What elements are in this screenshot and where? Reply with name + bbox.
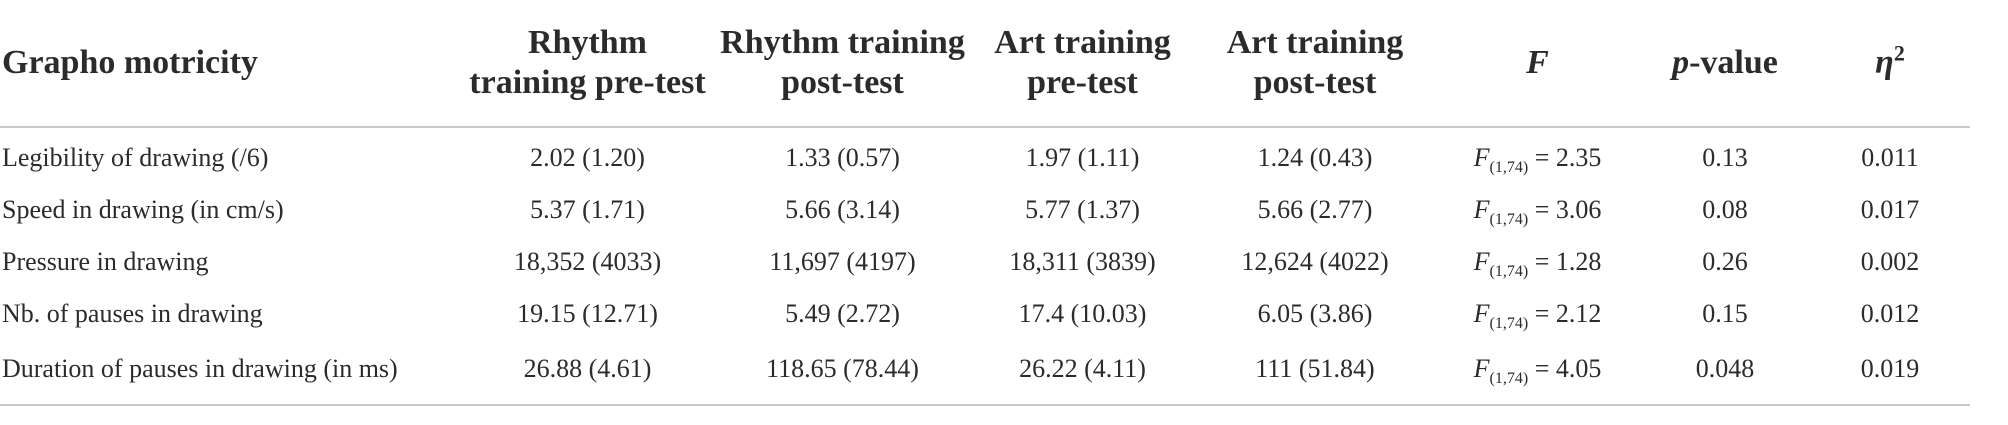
header-p-letter: p xyxy=(1672,44,1690,81)
grapho-motricity-table: Grapho motricity Rhythm training pre-tes… xyxy=(0,0,1970,406)
table-row: Nb. of pauses in drawing 19.15 (12.71) 5… xyxy=(0,288,1970,340)
f-letter: F xyxy=(1473,143,1490,172)
table-row: Legibility of drawing (/6) 2.02 (1.20) 1… xyxy=(0,127,1970,184)
header-label-line1: Rhythm training xyxy=(720,24,965,61)
cell-f-statistic: F(1,74) = 2.12 xyxy=(1435,288,1640,340)
f-degrees-of-freedom: (1,74) xyxy=(1489,263,1529,281)
cell-rhythm-post: 5.49 (2.72) xyxy=(785,299,900,328)
cell-rhythm-pre: 26.88 (4.61) xyxy=(460,340,715,406)
row-label: Nb. of pauses in drawing xyxy=(2,299,263,328)
table-row: Speed in drawing (in cm/s) 5.37 (1.71) 5… xyxy=(0,184,1970,236)
header-label-line2: post-test xyxy=(781,64,904,101)
cell-rhythm-post: 11,697 (4197) xyxy=(769,247,916,276)
cell-rhythm-pre: 18,352 (4033) xyxy=(513,247,662,276)
cell-p-value: 0.08 xyxy=(1702,195,1748,224)
cell-eta-squared: 0.019 xyxy=(1810,340,1970,406)
cell-rhythm-pre: 5.37 (1.71) xyxy=(530,195,645,224)
row-label: Speed in drawing (in cm/s) xyxy=(2,195,284,224)
header-art-post: Art training post-test xyxy=(1195,0,1435,128)
cell-rhythm-pre: 19.15 (12.71) xyxy=(517,299,658,328)
cell-p-value: 0.13 xyxy=(1702,143,1748,172)
cell-art-pre: 1.97 (1.11) xyxy=(1025,143,1140,172)
cell-rhythm-pre: 2.02 (1.20) xyxy=(530,143,645,172)
header-p-suffix: -value xyxy=(1689,44,1778,81)
header-label-line1: Art training xyxy=(1226,24,1404,61)
f-degrees-of-freedom: (1,74) xyxy=(1489,370,1529,388)
cell-p-value: 0.15 xyxy=(1702,299,1748,328)
cell-rhythm-post: 1.33 (0.57) xyxy=(785,143,900,172)
header-f-letter: F xyxy=(1526,44,1549,81)
cell-art-post: 5.66 (2.77) xyxy=(1257,195,1373,224)
cell-p-value: 0.048 xyxy=(1640,340,1810,406)
cell-art-post: 1.24 (0.43) xyxy=(1257,143,1373,172)
header-art-pre: Art training pre-test xyxy=(970,0,1195,128)
header-label-line2: post-test xyxy=(1253,64,1377,101)
header-eta-exponent: 2 xyxy=(1893,40,1905,66)
f-degrees-of-freedom: (1,74) xyxy=(1489,159,1529,177)
header-label-line2: training pre-test xyxy=(469,64,706,101)
cell-art-pre: 17.4 (10.03) xyxy=(1018,299,1147,328)
header-label-line1: Art training xyxy=(994,24,1171,61)
row-label: Duration of pauses in drawing (in ms) xyxy=(0,340,460,406)
f-letter: F xyxy=(1473,195,1490,224)
cell-rhythm-post: 118.65 (78.44) xyxy=(715,340,970,406)
f-letter: F xyxy=(1473,354,1490,383)
cell-f-statistic: F(1,74) = 4.05 xyxy=(1435,340,1640,406)
f-degrees-of-freedom: (1,74) xyxy=(1489,211,1529,229)
cell-p-value: 0.26 xyxy=(1702,247,1748,276)
header-rhythm-pre: Rhythm training pre-test xyxy=(460,0,715,128)
cell-art-post: 111 (51.84) xyxy=(1195,340,1435,406)
table-row: Duration of pauses in drawing (in ms) 26… xyxy=(0,340,1970,406)
row-label: Legibility of drawing (/6) xyxy=(2,143,269,172)
header-row: Grapho motricity Rhythm training pre-tes… xyxy=(0,0,1970,128)
header-label-line2: pre-test xyxy=(1027,64,1138,101)
cell-f-statistic: F(1,74) = 2.35 xyxy=(1435,127,1640,184)
header-grapho-motricity: Grapho motricity xyxy=(0,0,460,128)
header-rhythm-post: Rhythm training post-test xyxy=(715,0,970,128)
cell-art-post: 12,624 (4022) xyxy=(1241,247,1389,276)
header-label-line1: Rhythm xyxy=(527,24,648,61)
header-f: F xyxy=(1435,0,1640,128)
cell-art-post: 6.05 (3.86) xyxy=(1257,299,1373,328)
table-row: Pressure in drawing 18,352 (4033) 11,697… xyxy=(0,236,1970,288)
cell-art-pre: 5.77 (1.37) xyxy=(1025,195,1140,224)
cell-eta-squared: 0.002 xyxy=(1860,247,1920,276)
f-value: = 1.28 xyxy=(1528,247,1602,276)
header-eta-squared: η2 xyxy=(1810,0,1970,128)
f-letter: F xyxy=(1473,247,1490,276)
cell-eta-squared: 0.012 xyxy=(1860,299,1920,328)
cell-eta-squared: 0.011 xyxy=(1861,143,1919,172)
row-label: Pressure in drawing xyxy=(2,247,209,276)
cell-art-pre: 26.22 (4.11) xyxy=(970,340,1195,406)
f-letter: F xyxy=(1473,299,1490,328)
f-degrees-of-freedom: (1,74) xyxy=(1489,315,1529,333)
header-eta-letter: η xyxy=(1875,44,1894,81)
cell-f-statistic: F(1,74) = 3.06 xyxy=(1435,184,1640,236)
cell-f-statistic: F(1,74) = 1.28 xyxy=(1435,236,1640,288)
header-label: Grapho motricity xyxy=(2,44,258,81)
f-value: = 4.05 xyxy=(1528,354,1602,383)
f-value: = 2.12 xyxy=(1528,299,1602,328)
table-header: Grapho motricity Rhythm training pre-tes… xyxy=(0,0,1970,128)
f-value: = 3.06 xyxy=(1528,195,1602,224)
table-body: Legibility of drawing (/6) 2.02 (1.20) 1… xyxy=(0,127,1970,406)
cell-art-pre: 18,311 (3839) xyxy=(1009,247,1156,276)
f-value: = 2.35 xyxy=(1528,143,1602,172)
header-p-value: p-value xyxy=(1640,0,1810,128)
cell-rhythm-post: 5.66 (3.14) xyxy=(785,195,900,224)
cell-eta-squared: 0.017 xyxy=(1860,195,1920,224)
